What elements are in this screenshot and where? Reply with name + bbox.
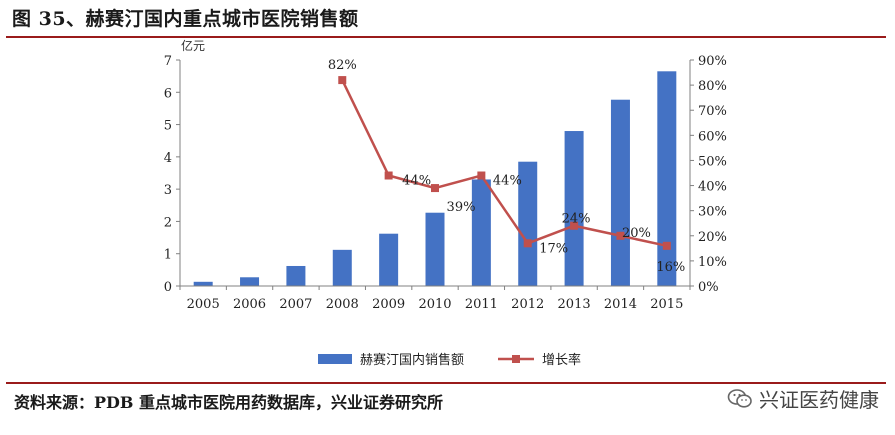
right-tick-label: 0%: [698, 280, 719, 295]
growth-point-2011: [477, 171, 486, 180]
source-rule: [6, 382, 886, 384]
source-note: 资料来源：PDB 重点城市医院用药数据库，兴业证券研究所: [14, 393, 444, 412]
growth-rate-line: [341, 79, 668, 248]
left-tick-label: 5: [164, 119, 172, 134]
wechat-logo-icon: [727, 388, 752, 408]
growth-data-label: 44%: [402, 174, 431, 189]
title-rule: [6, 36, 886, 38]
bar-2008: [332, 249, 352, 286]
legend-bar-swatch: [318, 354, 352, 364]
bar-2009: [379, 233, 399, 286]
x-tick-label: 2011: [465, 297, 498, 312]
x-tick-label: 2013: [558, 297, 591, 312]
left-tick-label: 1: [164, 248, 172, 263]
growth-data-label: 16%: [656, 260, 685, 275]
x-tick-label: 2014: [604, 297, 637, 312]
left-tick-label: 3: [164, 183, 172, 198]
growth-data-label: 39%: [447, 200, 476, 215]
right-tick-label: 30%: [698, 205, 727, 220]
right-tick-label: 50%: [698, 154, 727, 169]
x-tick-label: 2005: [187, 297, 220, 312]
legend-bar-label: 赫赛汀国内销售额: [360, 352, 464, 368]
right-tick-label: 40%: [698, 180, 727, 195]
growth-data-label: 20%: [622, 226, 651, 241]
growth-data-label: 82%: [328, 58, 357, 73]
x-tick-label: 2006: [233, 297, 266, 312]
bar-2010: [425, 212, 445, 286]
bar-2012: [518, 161, 538, 286]
growth-data-label: 24%: [562, 212, 591, 227]
right-tick-label: 60%: [698, 129, 727, 144]
x-tick-label: 2010: [418, 297, 451, 312]
bar-2005: [193, 281, 213, 286]
growth-point-2008: [338, 76, 347, 85]
right-tick-label: 10%: [698, 255, 727, 270]
left-tick-label: 7: [164, 54, 172, 69]
x-tick-label: 2012: [511, 297, 544, 312]
bar-2011: [471, 179, 491, 286]
bar-2014: [610, 99, 630, 286]
growth-point-2010: [431, 184, 439, 193]
left-tick-label: 0: [164, 280, 172, 295]
left-axis-unit: 亿元: [181, 38, 205, 53]
bar-2006: [240, 277, 260, 286]
left-tick-label: 4: [164, 151, 172, 166]
right-tick-label: 80%: [698, 79, 727, 94]
watermark: 兴证医药健康: [727, 384, 879, 413]
bar-2015: [657, 71, 677, 286]
x-tick-label: 2009: [372, 297, 405, 312]
right-tick-label: 70%: [698, 104, 727, 119]
growth-point-2013: [570, 221, 579, 230]
figure-title: 图 35、赫赛汀国内重点城市医院销售额: [12, 8, 359, 30]
legend-line-label: 增长率: [542, 352, 581, 368]
right-tick-label: 20%: [698, 230, 727, 245]
bar-2013: [564, 131, 584, 286]
growth-data-label: 17%: [539, 241, 568, 256]
left-tick-label: 6: [164, 86, 172, 101]
left-tick-label: 2: [164, 215, 172, 230]
growth-point-2012: [523, 239, 532, 248]
growth-point-2015: [662, 241, 671, 250]
growth-point-2009: [384, 171, 393, 180]
growth-point-2014: [616, 231, 625, 240]
bar-2007: [286, 265, 306, 286]
x-tick-label: 2008: [326, 297, 359, 312]
legend-line-marker: [512, 355, 520, 363]
watermark-text: 兴证医药健康: [759, 388, 879, 412]
sales-growth-chart: 亿元 012345670%10%20%30%40%50%60%70%80%90%…: [164, 38, 727, 368]
x-tick-label: 2007: [279, 297, 312, 312]
x-tick-label: 2015: [650, 297, 683, 312]
growth-data-label: 44%: [493, 174, 522, 189]
right-tick-label: 90%: [698, 54, 727, 69]
